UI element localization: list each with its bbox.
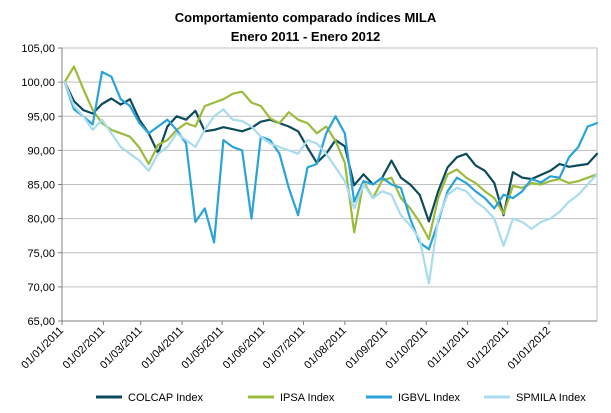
- series-line-colcap-index: [63, 81, 599, 223]
- legend-label: COLCAP Index: [128, 392, 204, 404]
- y-tick-label: 90,00: [27, 145, 55, 157]
- x-tick-label: 01/04/2011: [139, 325, 186, 372]
- y-tick-label: 100,00: [21, 77, 55, 89]
- y-tick-label: 80,00: [27, 214, 55, 226]
- axis-layer: 105,00 100,00 95,00 90,00 85,00 80,00 75,00 70,…: [19, 43, 597, 372]
- y-tick-label: 105,00: [21, 43, 55, 55]
- chart-title: Comportamiento comparado índices MILA: [175, 10, 437, 25]
- y-tick-label: 85,00: [27, 180, 55, 192]
- y-tick-label: 70,00: [27, 282, 55, 294]
- x-tick-label: 01/12/2011: [465, 325, 512, 372]
- x-tick-label: 01/10/2011: [384, 325, 431, 372]
- grid-layer: [61, 47, 598, 322]
- legend-item-spmila-index: SPMILA Index: [484, 392, 586, 404]
- x-tick-label: 01/01/2012: [506, 325, 553, 372]
- x-tick-label: 01/07/2011: [261, 325, 308, 372]
- legend-label: IPSA Index: [280, 392, 335, 404]
- legend: COLCAP Index IPSA Index IGBVL Index SPMILA …: [96, 392, 586, 404]
- x-tick-label: 01/06/2011: [221, 325, 268, 372]
- legend-label: SPMILA Index: [516, 392, 586, 404]
- series-layer: [63, 65, 599, 285]
- x-tick-label: 01/08/2011: [302, 325, 349, 372]
- series-line-igbvl-index: [63, 70, 599, 251]
- legend-label: IGBVL Index: [398, 392, 460, 404]
- legend-item-ipsa-index: IPSA Index: [248, 392, 335, 404]
- legend-item-colcap-index: COLCAP Index: [96, 392, 204, 404]
- x-tick-label: 01/09/2011: [343, 325, 390, 372]
- series-line-spmila-index: [63, 81, 599, 285]
- y-tick-label: 65,00: [27, 316, 55, 328]
- x-tick-label: 01/05/2011: [179, 325, 226, 372]
- y-tick-label: 75,00: [27, 248, 55, 260]
- series-line-ipsa-index: [63, 65, 599, 241]
- y-tick-label: 95,00: [27, 111, 55, 123]
- legend-item-igbvl-index: IGBVL Index: [366, 392, 460, 404]
- chart-subtitle: Enero 2011 - Enero 2012: [231, 29, 381, 44]
- x-tick-label: 01/01/2011: [19, 325, 66, 372]
